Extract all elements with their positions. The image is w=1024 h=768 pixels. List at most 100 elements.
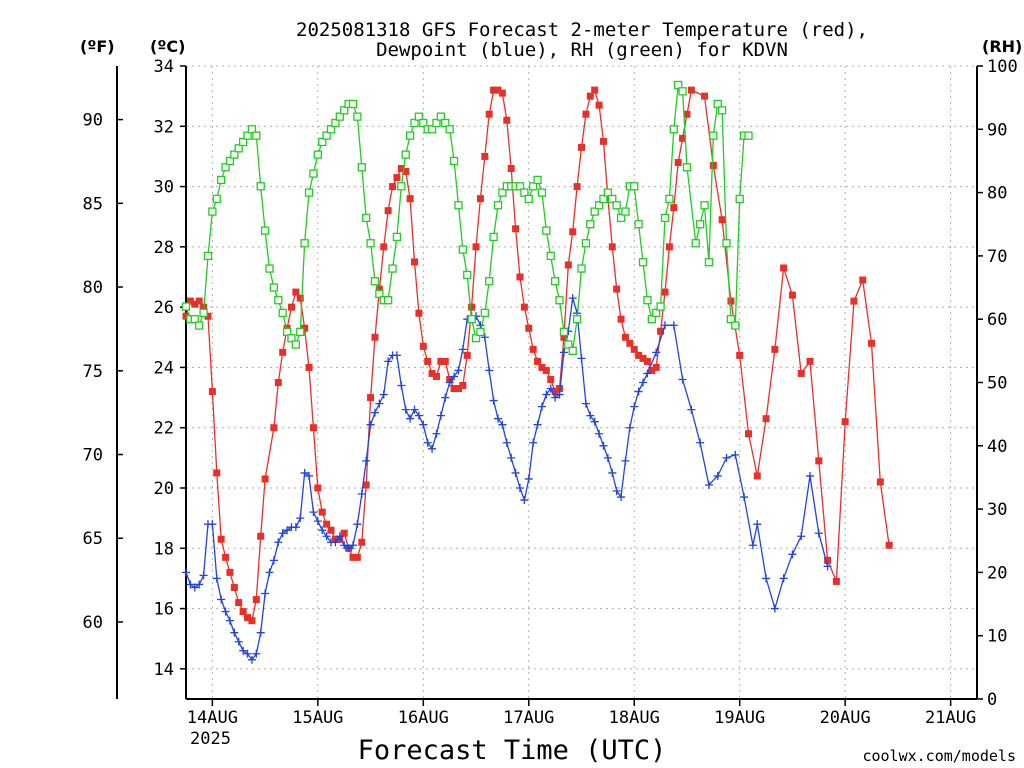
- temperature-point: [815, 457, 823, 465]
- fahrenheit-tick-label: 60: [83, 613, 103, 633]
- rh-point: [665, 194, 674, 204]
- celsius-tick-label: 28: [154, 238, 174, 258]
- temperature-point: [868, 339, 876, 347]
- rh-point: [366, 239, 375, 248]
- dewpoint-point: [612, 487, 621, 496]
- rh-point: [405, 131, 415, 140]
- rh-point: [414, 112, 424, 121]
- dewpoint-point: [762, 574, 771, 583]
- rh-point: [318, 137, 327, 147]
- temperature-point: [538, 363, 546, 371]
- dewpoint-point: [498, 420, 507, 429]
- temperature-point: [226, 568, 234, 576]
- dewpoint-point: [652, 348, 661, 357]
- rh-point: [467, 315, 476, 324]
- dewpoint-point: [480, 333, 489, 342]
- rh-point: [647, 315, 656, 324]
- celsius-tick-label: 30: [154, 178, 174, 198]
- temperature-point: [270, 424, 278, 432]
- time-tick-label: 14AUG: [187, 708, 238, 728]
- temperature-point: [481, 152, 489, 160]
- temperature-point: [806, 357, 814, 365]
- rh-point: [480, 308, 489, 318]
- dewpoint-point: [660, 321, 669, 330]
- temperature-point: [397, 164, 405, 172]
- dewpoint-point: [590, 417, 599, 426]
- temperature-point: [608, 243, 616, 251]
- rh-point: [704, 258, 714, 267]
- dewpoint-point: [296, 514, 305, 523]
- rh-point: [225, 156, 235, 166]
- temperature-point: [301, 324, 309, 332]
- dewpoint-point: [485, 366, 494, 375]
- dewpoint-point: [542, 390, 551, 399]
- rh-tick-label: 100: [987, 57, 1018, 77]
- temperature-point: [709, 161, 717, 169]
- temperature-point: [657, 327, 665, 335]
- temperature-point: [683, 110, 691, 118]
- temperature-point: [476, 195, 484, 203]
- temperature-point: [375, 285, 383, 293]
- rh-point: [608, 194, 617, 204]
- dewpoint-point: [814, 529, 823, 538]
- dewpoint-point: [269, 556, 278, 565]
- celsius-tick-label: 32: [154, 117, 174, 137]
- rh-point: [212, 194, 221, 204]
- temperature-point: [503, 116, 511, 124]
- grid-lines: [186, 65, 977, 699]
- temperature-point: [296, 294, 304, 302]
- dewpoint-point: [722, 453, 731, 462]
- temperature-point: [261, 475, 269, 483]
- temperature-point: [718, 216, 726, 224]
- dewpoint-point: [313, 517, 322, 526]
- rh-tick-label: 40: [987, 437, 1007, 457]
- dewpoint-point: [243, 649, 252, 658]
- dewpoint-point: [494, 414, 503, 423]
- dewpoint-point: [278, 529, 287, 538]
- celsius-tick-label: 20: [154, 479, 174, 499]
- temperature-point: [595, 101, 603, 109]
- temperature-point: [257, 532, 265, 540]
- temperature-point: [252, 596, 260, 604]
- celsius-tick-label: 26: [154, 298, 174, 318]
- dewpoint-point: [335, 532, 344, 541]
- temperature-point: [617, 315, 625, 323]
- rh-point: [427, 125, 437, 134]
- time-tick-label: 18AUG: [609, 708, 660, 728]
- rh-point: [243, 131, 252, 140]
- rh-point: [643, 296, 652, 305]
- rh-point: [529, 182, 538, 191]
- dewpoint-point: [639, 378, 648, 387]
- temperature-point: [248, 617, 256, 625]
- fahrenheit-tick-label: 80: [83, 278, 103, 298]
- rh-point: [221, 163, 230, 172]
- temperature-point: [661, 288, 669, 296]
- dewpoint-point: [445, 378, 454, 387]
- celsius-tick-label: 22: [154, 419, 174, 439]
- rh-point: [436, 112, 446, 121]
- rh-point: [656, 302, 665, 311]
- temperature-point: [771, 345, 779, 353]
- rh-point: [199, 308, 208, 318]
- temperature-point: [318, 508, 326, 516]
- temperature-point: [490, 86, 498, 94]
- dewpoint-point: [348, 541, 357, 550]
- rh-point: [247, 125, 257, 134]
- rh-point: [335, 112, 344, 121]
- rh-point: [638, 258, 648, 267]
- dewpoint-point: [634, 387, 643, 396]
- dewpoint-point: [515, 484, 524, 492]
- temperature-point: [437, 357, 445, 365]
- rh-point: [252, 131, 261, 140]
- rh-point: [278, 308, 287, 318]
- time-tick-label: 20AUG: [820, 708, 871, 728]
- celsius-tick-label: 16: [154, 600, 174, 620]
- temperature-point: [472, 243, 480, 251]
- dewpoint-point: [643, 369, 652, 378]
- rh-point: [533, 175, 542, 185]
- temperature-point: [239, 608, 247, 616]
- rh-point: [652, 308, 661, 318]
- rh-point: [309, 169, 318, 178]
- dewpoint-point: [331, 538, 340, 547]
- rh-point: [744, 131, 753, 140]
